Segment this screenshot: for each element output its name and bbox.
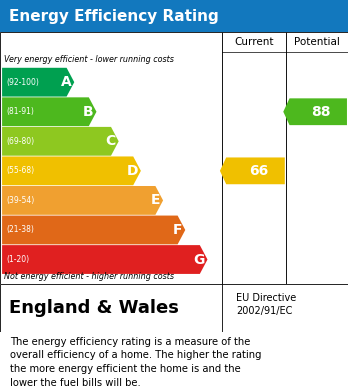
Text: E: E xyxy=(151,194,160,207)
Text: G: G xyxy=(193,253,205,267)
Text: England & Wales: England & Wales xyxy=(9,299,179,317)
Text: (92-100): (92-100) xyxy=(6,78,39,87)
Text: Not energy efficient - higher running costs: Not energy efficient - higher running co… xyxy=(4,272,174,281)
Polygon shape xyxy=(2,97,96,126)
Text: C: C xyxy=(106,134,116,148)
Polygon shape xyxy=(2,215,185,244)
Polygon shape xyxy=(2,186,163,215)
Text: (81-91): (81-91) xyxy=(6,107,34,116)
Polygon shape xyxy=(283,99,347,125)
Text: Energy Efficiency Rating: Energy Efficiency Rating xyxy=(9,9,219,23)
Polygon shape xyxy=(2,156,141,185)
Text: Potential: Potential xyxy=(294,37,340,47)
Text: (55-68): (55-68) xyxy=(6,166,34,175)
Text: A: A xyxy=(61,75,71,89)
Polygon shape xyxy=(2,68,74,97)
Polygon shape xyxy=(220,158,285,184)
Text: (1-20): (1-20) xyxy=(6,255,29,264)
Text: (39-54): (39-54) xyxy=(6,196,34,205)
Text: The energy efficiency rating is a measure of the
overall efficiency of a home. T: The energy efficiency rating is a measur… xyxy=(10,337,261,387)
Polygon shape xyxy=(2,127,119,156)
Bar xyxy=(286,32,348,284)
Text: 88: 88 xyxy=(311,105,331,119)
Bar xyxy=(0,32,222,284)
Text: (69-80): (69-80) xyxy=(6,137,34,146)
Text: Very energy efficient - lower running costs: Very energy efficient - lower running co… xyxy=(4,56,174,65)
Bar xyxy=(222,32,286,284)
Text: (21-38): (21-38) xyxy=(6,226,34,235)
Text: D: D xyxy=(127,164,138,178)
Text: B: B xyxy=(83,105,94,119)
Text: Current: Current xyxy=(234,37,274,47)
Polygon shape xyxy=(2,245,207,274)
Text: EU Directive
2002/91/EC: EU Directive 2002/91/EC xyxy=(236,292,296,316)
Text: F: F xyxy=(173,223,182,237)
Text: 66: 66 xyxy=(249,164,268,178)
